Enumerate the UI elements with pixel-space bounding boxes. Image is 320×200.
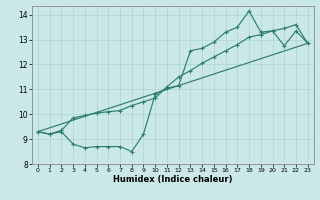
X-axis label: Humidex (Indice chaleur): Humidex (Indice chaleur) [113,175,233,184]
